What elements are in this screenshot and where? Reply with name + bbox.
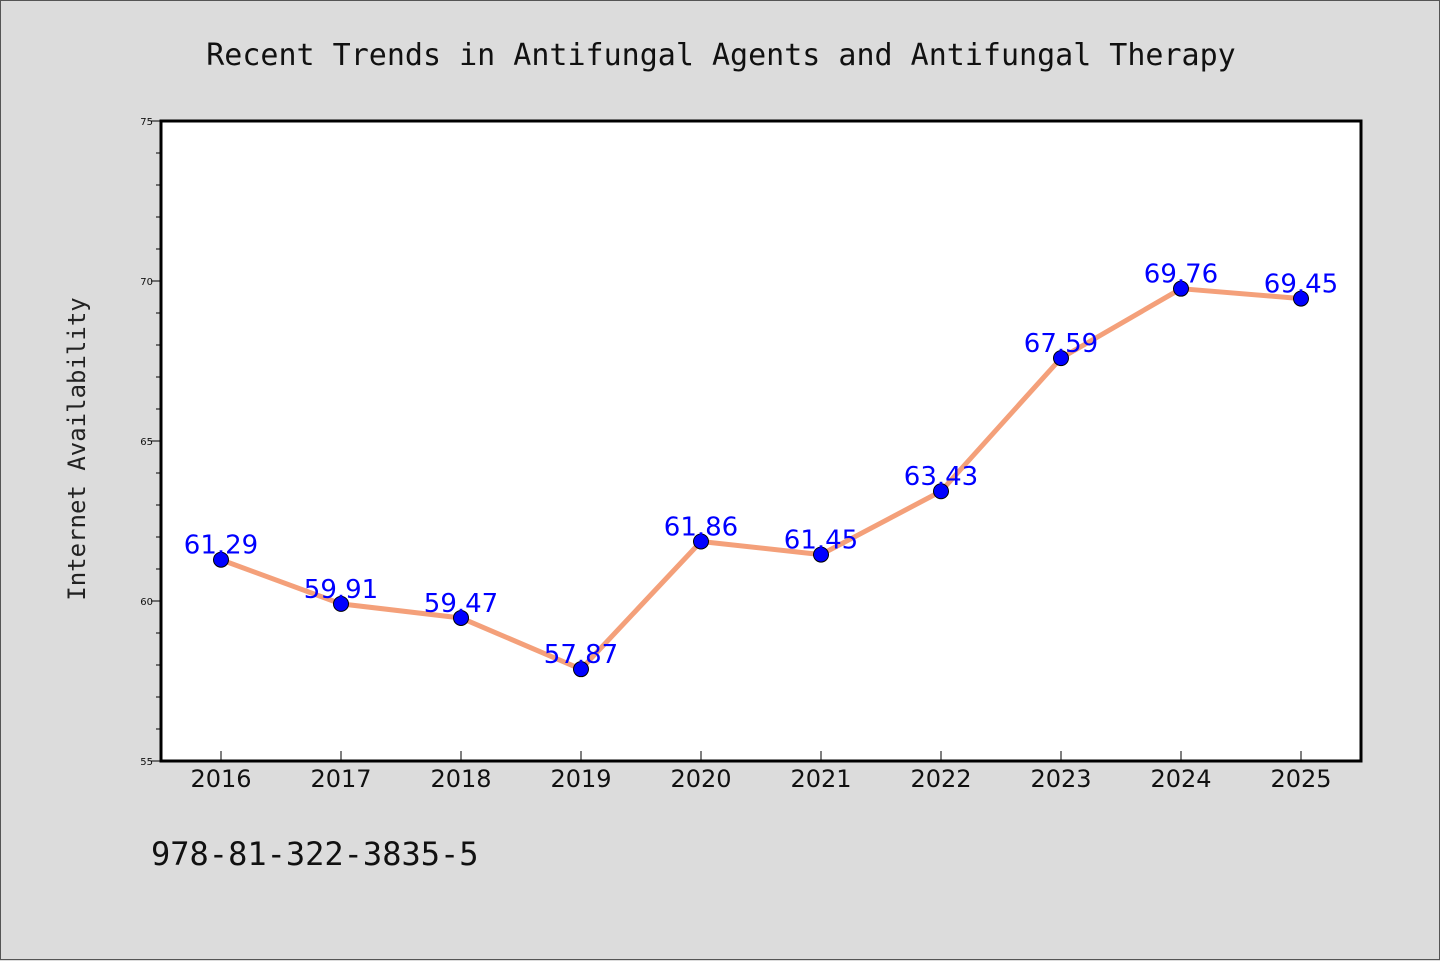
x-tick-label: 2019 [550,765,611,793]
data-point [453,609,469,626]
data-label: 57.87 [544,640,618,670]
x-tick-label: 2021 [790,765,851,793]
x-tick-label: 2022 [910,765,971,793]
y-axis-label: Internet Availability [63,297,91,600]
data-point [693,533,709,550]
x-tick-label: 2016 [190,765,251,793]
y-tick-label: 55 [140,757,153,768]
footer-code: 978-81-322-3835-5 [151,835,479,873]
y-tick-label: 70 [140,277,153,288]
chart-title: Recent Trends in Antifungal Agents and A… [206,38,1236,73]
data-label: 61.45 [784,526,858,556]
series-line [220,286,1302,672]
data-point [333,595,349,612]
x-axis: 2016 2017 2018 2019 2020 2021 2022 2023 2024 2025 [190,751,1332,793]
data-point [213,551,229,568]
data-label: 69.45 [1264,270,1338,300]
data-point [573,661,589,678]
y-tick-label: 60 [140,597,153,608]
x-tick-label: 2025 [1270,765,1331,793]
x-tick-label: 2017 [310,765,371,793]
x-tick-label: 2024 [1150,765,1211,793]
data-label-group: 61.29 59.91 59.47 57.87 61.86 61.45 63.43 67.59… [184,260,1338,670]
y-tick-label: 65 [140,437,153,448]
plot-area [159,119,1363,763]
data-label: 61.29 [184,531,258,561]
data-point [1173,280,1189,297]
y-axis: 55 60 65 70 75 [140,117,161,768]
x-tick-label: 2018 [430,765,491,793]
y-tick-label: 75 [140,117,153,128]
data-label: 69.76 [1144,260,1218,290]
data-label: 59.47 [424,589,498,619]
marker-group [213,280,1309,678]
data-label: 59.91 [304,575,378,605]
data-label: 61.86 [664,512,738,542]
x-tick-label: 2020 [670,765,731,793]
data-point [813,546,829,563]
data-label: 63.43 [904,462,978,492]
data-point [933,483,949,500]
data-point [1293,290,1309,307]
x-tick-label: 2023 [1030,765,1091,793]
data-label: 67.59 [1024,329,1098,359]
data-point [1053,350,1069,367]
series-line-group [220,286,1302,672]
